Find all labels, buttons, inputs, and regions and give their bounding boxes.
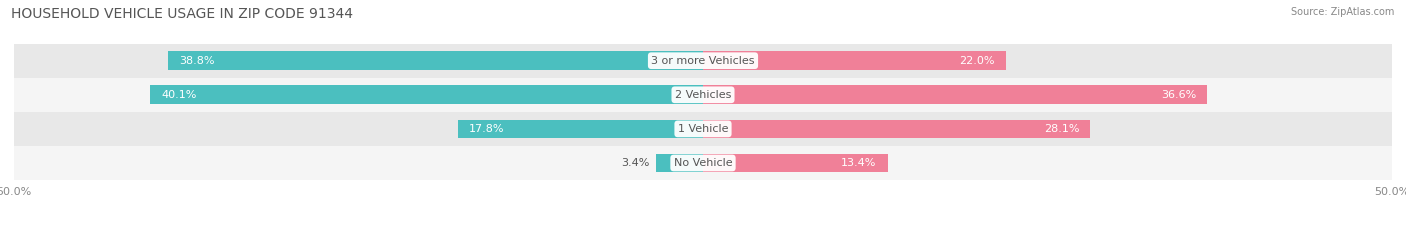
Bar [703,51,1007,70]
Bar [14,78,1392,112]
Text: 3.4%: 3.4% [621,158,650,168]
Text: 40.1%: 40.1% [162,90,197,100]
Bar [150,86,703,104]
Text: 28.1%: 28.1% [1043,124,1080,134]
Text: Source: ZipAtlas.com: Source: ZipAtlas.com [1291,7,1395,17]
Bar [703,120,1090,138]
Bar [703,154,887,172]
Text: No Vehicle: No Vehicle [673,158,733,168]
Bar [458,120,703,138]
Bar [169,51,703,70]
Text: 17.8%: 17.8% [468,124,505,134]
Bar [14,44,1392,78]
Text: 1 Vehicle: 1 Vehicle [678,124,728,134]
Text: 3 or more Vehicles: 3 or more Vehicles [651,56,755,66]
Text: 13.4%: 13.4% [841,158,876,168]
Text: 22.0%: 22.0% [960,56,995,66]
Bar [703,86,1208,104]
Bar [14,146,1392,180]
Bar [14,112,1392,146]
Text: 2 Vehicles: 2 Vehicles [675,90,731,100]
Text: HOUSEHOLD VEHICLE USAGE IN ZIP CODE 91344: HOUSEHOLD VEHICLE USAGE IN ZIP CODE 9134… [11,7,353,21]
Text: 36.6%: 36.6% [1161,90,1197,100]
Text: 38.8%: 38.8% [180,56,215,66]
Bar [657,154,703,172]
